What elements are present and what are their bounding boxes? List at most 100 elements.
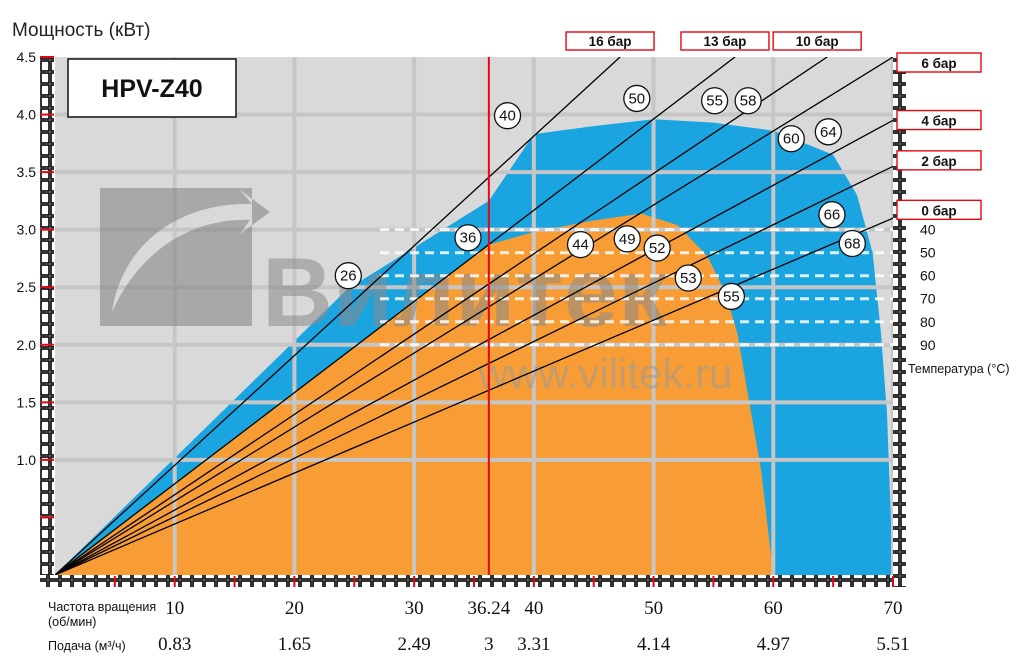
flow-ticks: 0.83 1.65 2.49 3 3.31 4.14 4.97 5.51 — [158, 634, 910, 655]
pressure-line — [55, 119, 893, 575]
temperature-label: 40 — [493, 102, 522, 130]
pressure-tag: 4 бар — [896, 109, 982, 131]
pressure-tags: 16 бар 13 бар 10 бар 6 бар 4 бар 2 бар 0 бар — [565, 31, 982, 221]
x-tick-label: 10 — [165, 598, 184, 619]
x-tick-label: 20 — [285, 598, 304, 619]
model-label: HPV-Z40 — [101, 75, 202, 103]
pressure-tag-label: 10 бар — [796, 34, 839, 49]
temperature-label: 66 — [818, 201, 846, 229]
pressure-tag-label: 0 бар — [921, 203, 956, 218]
pressure-tag: 0 бар — [896, 199, 982, 221]
pressure-tag-label: 16 бар — [589, 34, 632, 49]
temperature-label-circle — [818, 201, 846, 229]
temperature-label-text: 52 — [649, 240, 666, 257]
right-axis-tickbar — [893, 57, 906, 587]
temperature-label-circle — [814, 118, 843, 146]
temperature-label-text: 66 — [824, 207, 841, 224]
temperature-label: 55 — [717, 282, 746, 311]
x-tick-label: 50 — [644, 598, 663, 619]
temperature-label-text: 64 — [820, 124, 837, 141]
x-axis-tickbar — [40, 575, 893, 587]
temperature-ticks: 40 50 60 70 80 90 — [920, 222, 936, 353]
temperature-tick-label: 90 — [920, 337, 936, 353]
flow-tick-label: 0.83 — [158, 634, 191, 655]
temperature-label-circle — [734, 87, 762, 115]
temperature-label-text: 58 — [740, 93, 757, 110]
temperature-tick-label: 40 — [920, 222, 936, 238]
y-tick-label: 4.5 — [17, 49, 37, 65]
pressure-tag: 10 бар — [772, 31, 862, 51]
x-tick-label: 36.24 — [467, 598, 510, 619]
temperature-label: 64 — [814, 118, 843, 146]
pressure-tag-box — [896, 150, 982, 171]
temperature-label-text: 26 — [340, 268, 357, 285]
temperature-tick-label: 60 — [920, 268, 936, 284]
pressure-line — [55, 57, 736, 575]
temperature-label: 49 — [613, 225, 641, 253]
y-axis-tickbar — [40, 57, 54, 575]
temperature-label-text: 55 — [723, 288, 740, 305]
pressure-tag-box — [565, 31, 655, 51]
temperature-label-text: 44 — [572, 237, 589, 254]
temperature-label: 52 — [643, 234, 671, 262]
temperature-label-text: 60 — [783, 131, 800, 148]
temperature-label-text: 53 — [680, 270, 697, 287]
y-axis-ticks: 1.0 1.5 2.0 2.5 3.0 3.5 4.0 4.5 — [17, 49, 37, 468]
flow-tick-label: 1.65 — [278, 634, 311, 655]
watermark-url: www.vilitek.ru — [477, 350, 732, 397]
pressure-tag-label: 6 бар — [921, 56, 956, 71]
temperature-axis-title: Температура (°C) — [908, 362, 1010, 376]
temperature-label: 26 — [334, 262, 362, 290]
temperature-label: 58 — [734, 87, 762, 115]
pressure-tag-box — [896, 52, 982, 73]
grid-lines — [55, 57, 893, 575]
pressure-tag-label: 13 бар — [704, 34, 747, 49]
temperature-label-circle — [623, 84, 651, 113]
flow-tick-label: 3.31 — [517, 634, 550, 655]
pressure-tag-label: 4 бар — [921, 114, 956, 129]
x-tick-label: 60 — [764, 598, 783, 619]
temperature-label-circle — [566, 230, 595, 259]
x-axis-title-rpm-unit: (об/мин) — [48, 615, 96, 629]
temperature-label-text: 50 — [628, 90, 645, 107]
y-tick-label: 2.0 — [17, 337, 37, 353]
flow-tick-label: 2.49 — [398, 634, 431, 655]
pressure-tag: 2 бар — [896, 150, 982, 171]
y-tick-label: 1.5 — [17, 394, 37, 410]
model-box — [67, 58, 237, 118]
y-tick-label: 2.5 — [17, 279, 37, 295]
pressure-tag: 6 бар — [896, 52, 982, 73]
temperature-label-text: 49 — [619, 231, 636, 248]
flow-tick-label: 5.51 — [876, 634, 909, 655]
temperature-label-circle — [613, 225, 641, 253]
temperature-label: 53 — [674, 264, 702, 292]
y-tick-label: 3.0 — [17, 222, 37, 238]
pressure-tag-box — [772, 31, 862, 51]
temperature-label: 44 — [566, 230, 595, 259]
watermark-logo-icon — [100, 188, 270, 326]
pressure-line — [55, 57, 621, 575]
pressure-tag-box — [896, 109, 982, 131]
temperature-label-text: 68 — [844, 235, 861, 252]
pressure-line — [55, 57, 828, 575]
temperature-label: 55 — [700, 87, 729, 115]
y-tick-label: 3.5 — [17, 164, 37, 180]
temperature-label: 36 — [454, 224, 482, 252]
x-tick-label: 40 — [524, 598, 543, 619]
temperature-label: 60 — [777, 125, 805, 153]
pressure-line — [55, 217, 893, 575]
y-axis-title: Мощность (кВт) — [12, 20, 150, 41]
temperature-label-text: 55 — [706, 93, 723, 110]
temperature-label-circle — [700, 87, 729, 115]
axis-red-ticks — [40, 56, 894, 587]
flow-tick-label: 4.97 — [757, 634, 790, 655]
y-tick-label: 1.0 — [17, 452, 37, 468]
watermark-brand: Вилитек — [262, 237, 668, 347]
temperature-label-circle — [454, 224, 482, 252]
temperature-label-circle — [334, 262, 362, 290]
pressure-tag-label: 2 бар — [921, 154, 956, 169]
flow-tick-label: 4.14 — [637, 634, 671, 655]
temperature-label-text: 40 — [499, 108, 516, 125]
temperature-label-circle — [674, 264, 702, 292]
